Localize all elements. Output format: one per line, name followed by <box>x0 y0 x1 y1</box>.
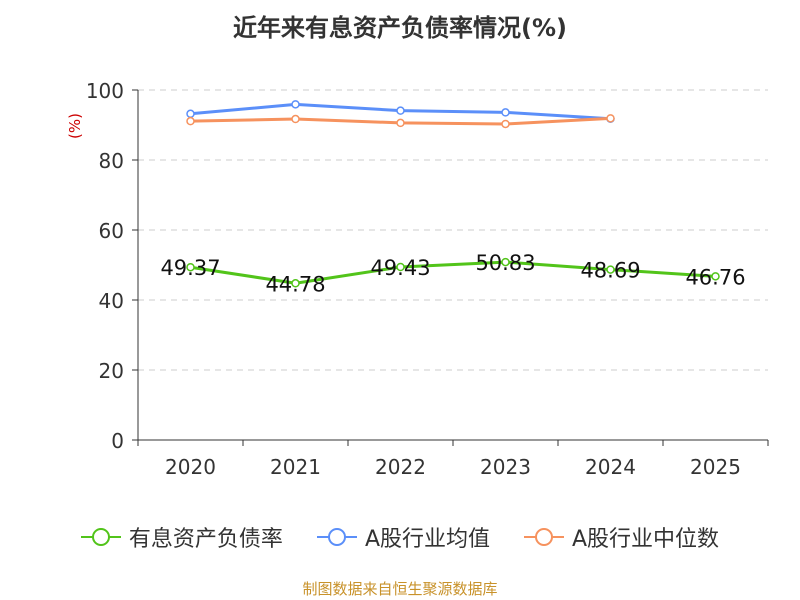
data-source-note: 制图数据来自恒生聚源数据库 <box>302 580 498 598</box>
x-tick-label: 2020 <box>165 455 216 479</box>
data-point <box>186 109 195 119</box>
data-point <box>186 116 195 126</box>
data-label: 49.43 <box>370 256 430 280</box>
legend-marker-icon <box>316 528 357 546</box>
x-tick-label: 2022 <box>375 455 426 479</box>
legend-marker-icon <box>524 528 564 546</box>
data-point <box>501 119 510 129</box>
data-point <box>711 272 720 281</box>
legend-label: A股行业均值 <box>364 527 490 552</box>
data-point <box>291 100 300 109</box>
y-axis-label: (%) <box>66 113 84 139</box>
x-tick-label: 2025 <box>690 455 741 479</box>
legend-item-industry-mean[interactable]: A股行业均值 <box>316 521 490 553</box>
data-point <box>606 265 615 274</box>
y-tick-label: 0 <box>111 429 124 453</box>
data-label: 44.78 <box>265 272 325 296</box>
data-point <box>606 114 615 123</box>
y-tick-label: 40 <box>99 289 124 313</box>
data-point <box>396 118 405 128</box>
y-tick-label: 100 <box>86 79 124 103</box>
data-label: 46.76 <box>685 265 745 289</box>
legend-marker-icon <box>80 528 121 546</box>
data-point <box>501 257 510 267</box>
legend-item-debt-ratio[interactable]: 有息资产负债率 <box>80 521 283 553</box>
data-label: 48.69 <box>580 259 640 283</box>
data-point <box>291 114 300 124</box>
data-point <box>396 262 405 272</box>
legend-label: A股行业中位数 <box>572 527 720 552</box>
y-tick-label: 80 <box>99 149 124 173</box>
data-label: 49.37 <box>160 256 220 280</box>
data-point <box>501 108 510 117</box>
y-tick-label: 60 <box>99 219 124 243</box>
data-label: 50.83 <box>475 251 535 275</box>
legend-label: 有息资产负债率 <box>128 527 283 552</box>
y-tick-label: 20 <box>99 359 124 383</box>
data-point <box>396 106 405 115</box>
legend: 有息资产负债率 A股行业均值 A股行业中位数 <box>0 520 800 554</box>
series-line <box>190 260 716 285</box>
x-tick-label: 2023 <box>480 455 531 479</box>
x-tick-label: 2024 <box>585 455 636 479</box>
legend-item-industry-median[interactable]: A股行业中位数 <box>524 521 719 553</box>
data-point <box>291 279 300 288</box>
x-tick-label: 2021 <box>270 455 321 479</box>
data-point <box>186 262 195 272</box>
chart-title: 近年来有息资产负债率情况(%) <box>233 14 567 42</box>
